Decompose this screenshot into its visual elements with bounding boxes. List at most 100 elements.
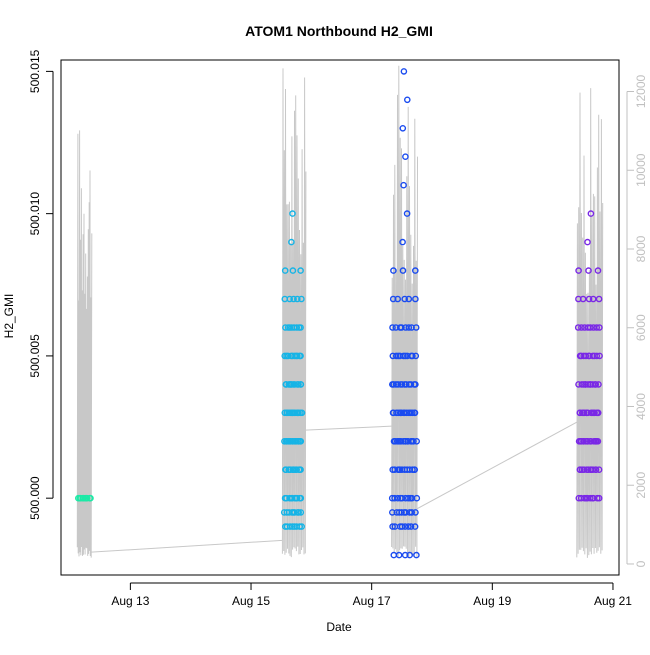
data-point <box>411 523 419 530</box>
y-right-tick-label: 2000 <box>634 472 648 499</box>
x-axis-label: Date <box>326 620 352 634</box>
data-point <box>297 324 304 331</box>
x-tick-label: Aug 13 <box>111 594 149 608</box>
data-point <box>298 295 305 303</box>
data-point <box>411 466 419 474</box>
data-point <box>291 509 298 516</box>
data-point <box>412 324 420 331</box>
x-tick-label: Aug 15 <box>232 594 270 608</box>
data-point <box>412 295 419 303</box>
data-point <box>293 324 301 331</box>
secondary-connector-line <box>91 539 283 553</box>
data-point <box>297 509 305 516</box>
data-point <box>411 409 418 417</box>
data-point <box>297 437 305 445</box>
data-point <box>293 494 301 502</box>
data-point <box>394 494 402 502</box>
data-point <box>295 381 302 388</box>
data-point <box>409 352 416 360</box>
data-point <box>289 210 296 217</box>
data-point <box>587 210 595 217</box>
data-point <box>587 324 594 331</box>
data-point <box>592 466 600 474</box>
data-point <box>411 267 419 274</box>
data-point <box>594 437 602 445</box>
data-point <box>397 437 405 445</box>
data-point <box>580 466 588 474</box>
data-point <box>412 352 420 360</box>
y-right-tick-label: 8000 <box>634 235 648 262</box>
points-layer <box>75 68 603 559</box>
data-point <box>298 523 306 530</box>
data-point <box>293 295 301 303</box>
data-point <box>399 238 406 246</box>
data-point <box>395 551 403 559</box>
data-point <box>403 96 411 104</box>
data-point <box>575 267 582 274</box>
secondary-series-line <box>76 130 93 558</box>
data-point <box>596 324 603 331</box>
data-point <box>389 324 396 331</box>
y-right-tick-label: 10000 <box>634 153 648 187</box>
data-point <box>405 523 412 530</box>
y-tick-label: 500.000 <box>28 476 42 520</box>
y-right-tick-label: 6000 <box>634 314 648 341</box>
data-point <box>412 381 419 388</box>
data-point <box>587 494 594 502</box>
data-point <box>394 381 402 388</box>
data-point <box>284 352 292 360</box>
data-point <box>584 437 592 445</box>
data-point <box>297 381 305 388</box>
data-point <box>293 466 301 474</box>
y-right-tick-label: 0 <box>634 560 648 567</box>
data-point <box>290 295 297 303</box>
y-tick-label: 500.005 <box>28 334 42 378</box>
data-point <box>594 267 602 274</box>
data-point <box>402 509 410 516</box>
data-point <box>297 352 304 360</box>
data-point <box>400 68 408 75</box>
x-tick-label: Aug 17 <box>353 594 391 608</box>
data-point <box>574 324 582 331</box>
data-point <box>584 238 591 246</box>
data-point <box>595 381 602 388</box>
data-point <box>592 381 600 388</box>
y-tick-label: 500.015 <box>28 49 42 93</box>
data-point <box>407 381 415 388</box>
data-point <box>389 295 397 303</box>
data-point <box>399 267 407 274</box>
data-point <box>591 409 598 417</box>
data-point <box>401 523 409 530</box>
data-point <box>398 494 406 502</box>
data-point <box>413 494 421 502</box>
secondary-connector-line <box>416 421 578 510</box>
data-point <box>388 509 396 516</box>
axes-layer: Aug 13 Aug 15 Aug 17 Aug 19 Aug 21 500.000 500… <box>28 49 648 608</box>
data-point <box>282 324 289 331</box>
data-point <box>286 523 294 530</box>
data-point <box>589 466 597 474</box>
data-point <box>298 409 306 417</box>
data-point <box>291 381 299 388</box>
data-point <box>594 409 602 417</box>
data-point <box>398 523 406 530</box>
data-point <box>281 267 289 274</box>
data-point <box>410 437 417 445</box>
data-point <box>401 551 409 559</box>
chart-title: ATOM1 Northbound H2_GMI <box>245 23 433 39</box>
x-tick-label: Aug 21 <box>594 594 632 608</box>
y-axis-label: H2_GMI <box>2 294 16 339</box>
data-point <box>407 523 415 530</box>
data-point <box>293 352 301 360</box>
data-point <box>287 466 295 474</box>
data-point <box>595 295 603 303</box>
data-point <box>403 210 411 217</box>
data-point <box>593 352 601 360</box>
data-point <box>581 409 588 417</box>
data-point <box>399 125 407 132</box>
data-point <box>297 494 305 502</box>
data-point <box>402 153 409 160</box>
